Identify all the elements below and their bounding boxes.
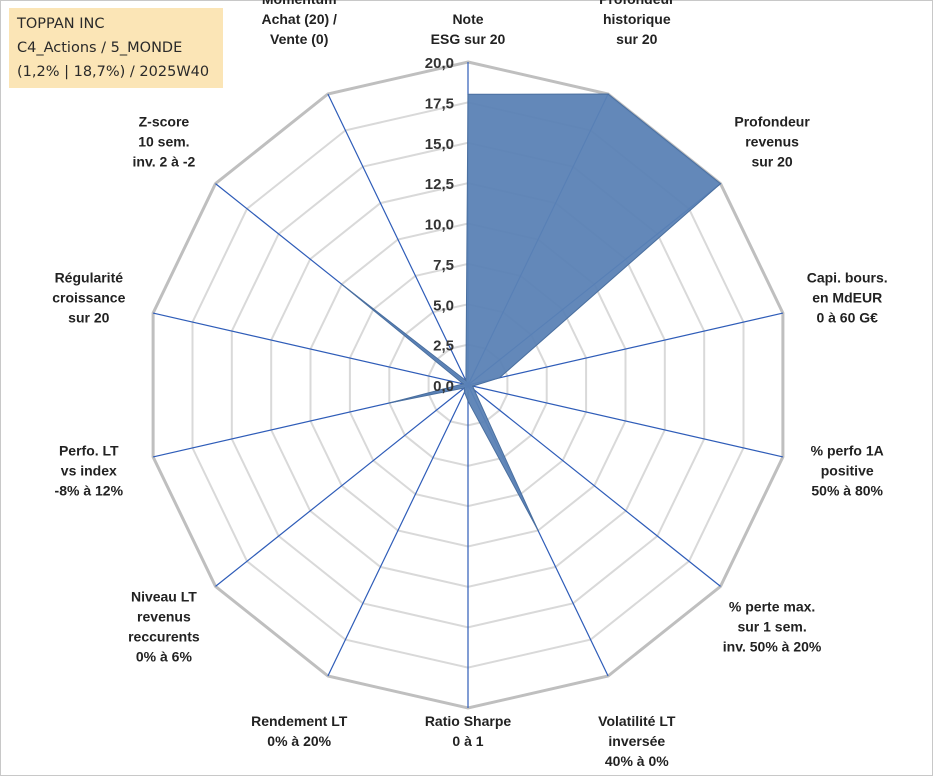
info-box: TOPPAN INC C4_Actions / 5_MONDE (1,2% | … [9, 8, 223, 88]
category-label-line: sur 1 sem. [737, 619, 806, 635]
tick-label: 15,0 [425, 136, 454, 153]
data-point-5 [473, 389, 475, 391]
category-label-line: inv. 2 à -2 [133, 154, 196, 170]
category-label-line: sur 20 [751, 154, 792, 170]
category-label-line: 10 sem. [138, 134, 189, 150]
data-point-9 [463, 387, 465, 389]
category-label-9: Niveau LT revenus reccurents 0% à 6% [128, 589, 200, 665]
category-label-line: Niveau LT [131, 589, 197, 605]
category-label-13: Momentum Achat (20) / Vente (0) [261, 0, 337, 47]
data-point-7 [467, 400, 469, 402]
category-label-8: Rendement LT 0% à 20% [251, 713, 348, 749]
tick-label: 0,0 [433, 378, 454, 395]
tick-label: 20,0 [425, 55, 454, 72]
category-label-0: Note ESG sur 20 [431, 11, 506, 47]
tick-label: 2,5 [433, 338, 454, 355]
category-label-line: croissance [52, 289, 125, 305]
axis-spoke-3 [467, 312, 784, 386]
category-label-4: % perfo 1A positive 50% à 80% [811, 443, 884, 499]
category-label-line: Profondeur [599, 0, 675, 7]
category-label-line: Note [452, 11, 483, 27]
radar-tick-labels: 0,0 2,5 5,0 7,5 10,0 12,5 15,0 17,5 20,0 [425, 55, 454, 395]
data-point-4 [472, 385, 474, 387]
category-label-line: Profondeur [734, 114, 810, 130]
data-point-0 [467, 93, 469, 95]
data-point-2 [719, 183, 722, 185]
category-label-line: Capi. bours. [807, 269, 888, 285]
category-label-line: % perte max. [729, 599, 815, 615]
data-point-1 [607, 93, 609, 95]
category-label-10: Perfo. LT vs index -8% à 12% [55, 443, 124, 499]
category-label-5: % perte max. sur 1 sem. inv. 50% à 20% [723, 599, 822, 655]
category-label-7: Ratio Sharpe 0 à 1 [425, 713, 512, 749]
tick-label: 17,5 [425, 95, 454, 112]
category-label-line: Régularité [55, 269, 124, 285]
category-label-line: positive [821, 463, 874, 479]
category-label-line: 0% à 20% [267, 733, 331, 749]
company-name: TOPPAN INC [17, 16, 105, 32]
axis-spoke-8 [327, 384, 469, 677]
radar-category-labels: Note ESG sur 20 Profondeur historique sur 20… [52, 0, 887, 769]
category-label-line: ESG sur 20 [431, 31, 506, 47]
category-label-line: historique [603, 11, 671, 27]
data-point-6 [537, 529, 539, 532]
axis-spoke-4 [467, 384, 784, 458]
category-label-line: -8% à 12% [55, 483, 124, 499]
category-label-line: Rendement LT [251, 713, 348, 729]
category-label-line: 50% à 80% [811, 483, 883, 499]
category-label-line: inv. 50% à 20% [723, 639, 822, 655]
category-label-line: sur 20 [616, 31, 657, 47]
category-label-line: en MdEUR [812, 289, 882, 305]
tick-label: 10,0 [425, 217, 454, 234]
portfolio-category: C4_Actions / 5_MONDE [17, 40, 183, 56]
stats-week: (1,2% | 18,7%) / 2025W40 [17, 64, 210, 80]
category-label-2: Profondeur revenus sur 20 [734, 114, 810, 170]
category-label-6: Volatilité LT inversée 40% à 0% [598, 713, 676, 769]
radar-series [341, 93, 722, 532]
category-label-line: vs index [61, 463, 117, 479]
category-label-line: 0 à 1 [452, 733, 483, 749]
category-label-12: Z-score 10 sem. inv. 2 à -2 [133, 114, 196, 170]
category-label-line: Vente (0) [270, 31, 328, 47]
category-label-line: 0 à 60 G€ [816, 309, 878, 325]
data-point-8 [463, 391, 466, 393]
category-label-1: Profondeur historique sur 20 [599, 0, 675, 47]
tick-label: 5,0 [433, 297, 454, 314]
category-label-line: Volatilité LT [598, 713, 676, 729]
category-label-line: revenus [745, 134, 799, 150]
tick-label: 7,5 [433, 257, 454, 274]
category-label-line: 0% à 6% [136, 649, 193, 665]
category-label-line: % perfo 1A [811, 443, 884, 459]
category-label-line: Momentum [262, 0, 337, 7]
category-label-3: Capi. bours. en MdEUR 0 à 60 G€ [807, 269, 888, 325]
category-label-line: Achat (20) / [261, 11, 337, 27]
tick-label: 12,5 [425, 176, 454, 193]
data-point-12 [341, 283, 343, 285]
axis-spoke-11 [152, 312, 469, 386]
category-label-line: 40% à 0% [605, 753, 669, 769]
data-point-13 [465, 380, 467, 382]
category-label-line: Perfo. LT [59, 443, 119, 459]
axis-spoke-5 [467, 384, 721, 587]
data-point-10 [388, 402, 390, 404]
category-label-line: sur 20 [68, 309, 109, 325]
data-point-11 [462, 383, 464, 385]
data-point-3 [498, 377, 501, 379]
category-label-line: Ratio Sharpe [425, 713, 512, 729]
category-label-line: revenus [137, 609, 191, 625]
axis-spoke-13 [327, 93, 469, 386]
category-label-line: Z-score [139, 114, 190, 130]
category-label-11: Régularité croissance sur 20 [52, 269, 125, 325]
category-label-line: inversée [608, 733, 665, 749]
category-label-line: reccurents [128, 629, 200, 645]
axis-spoke-9 [215, 384, 469, 587]
